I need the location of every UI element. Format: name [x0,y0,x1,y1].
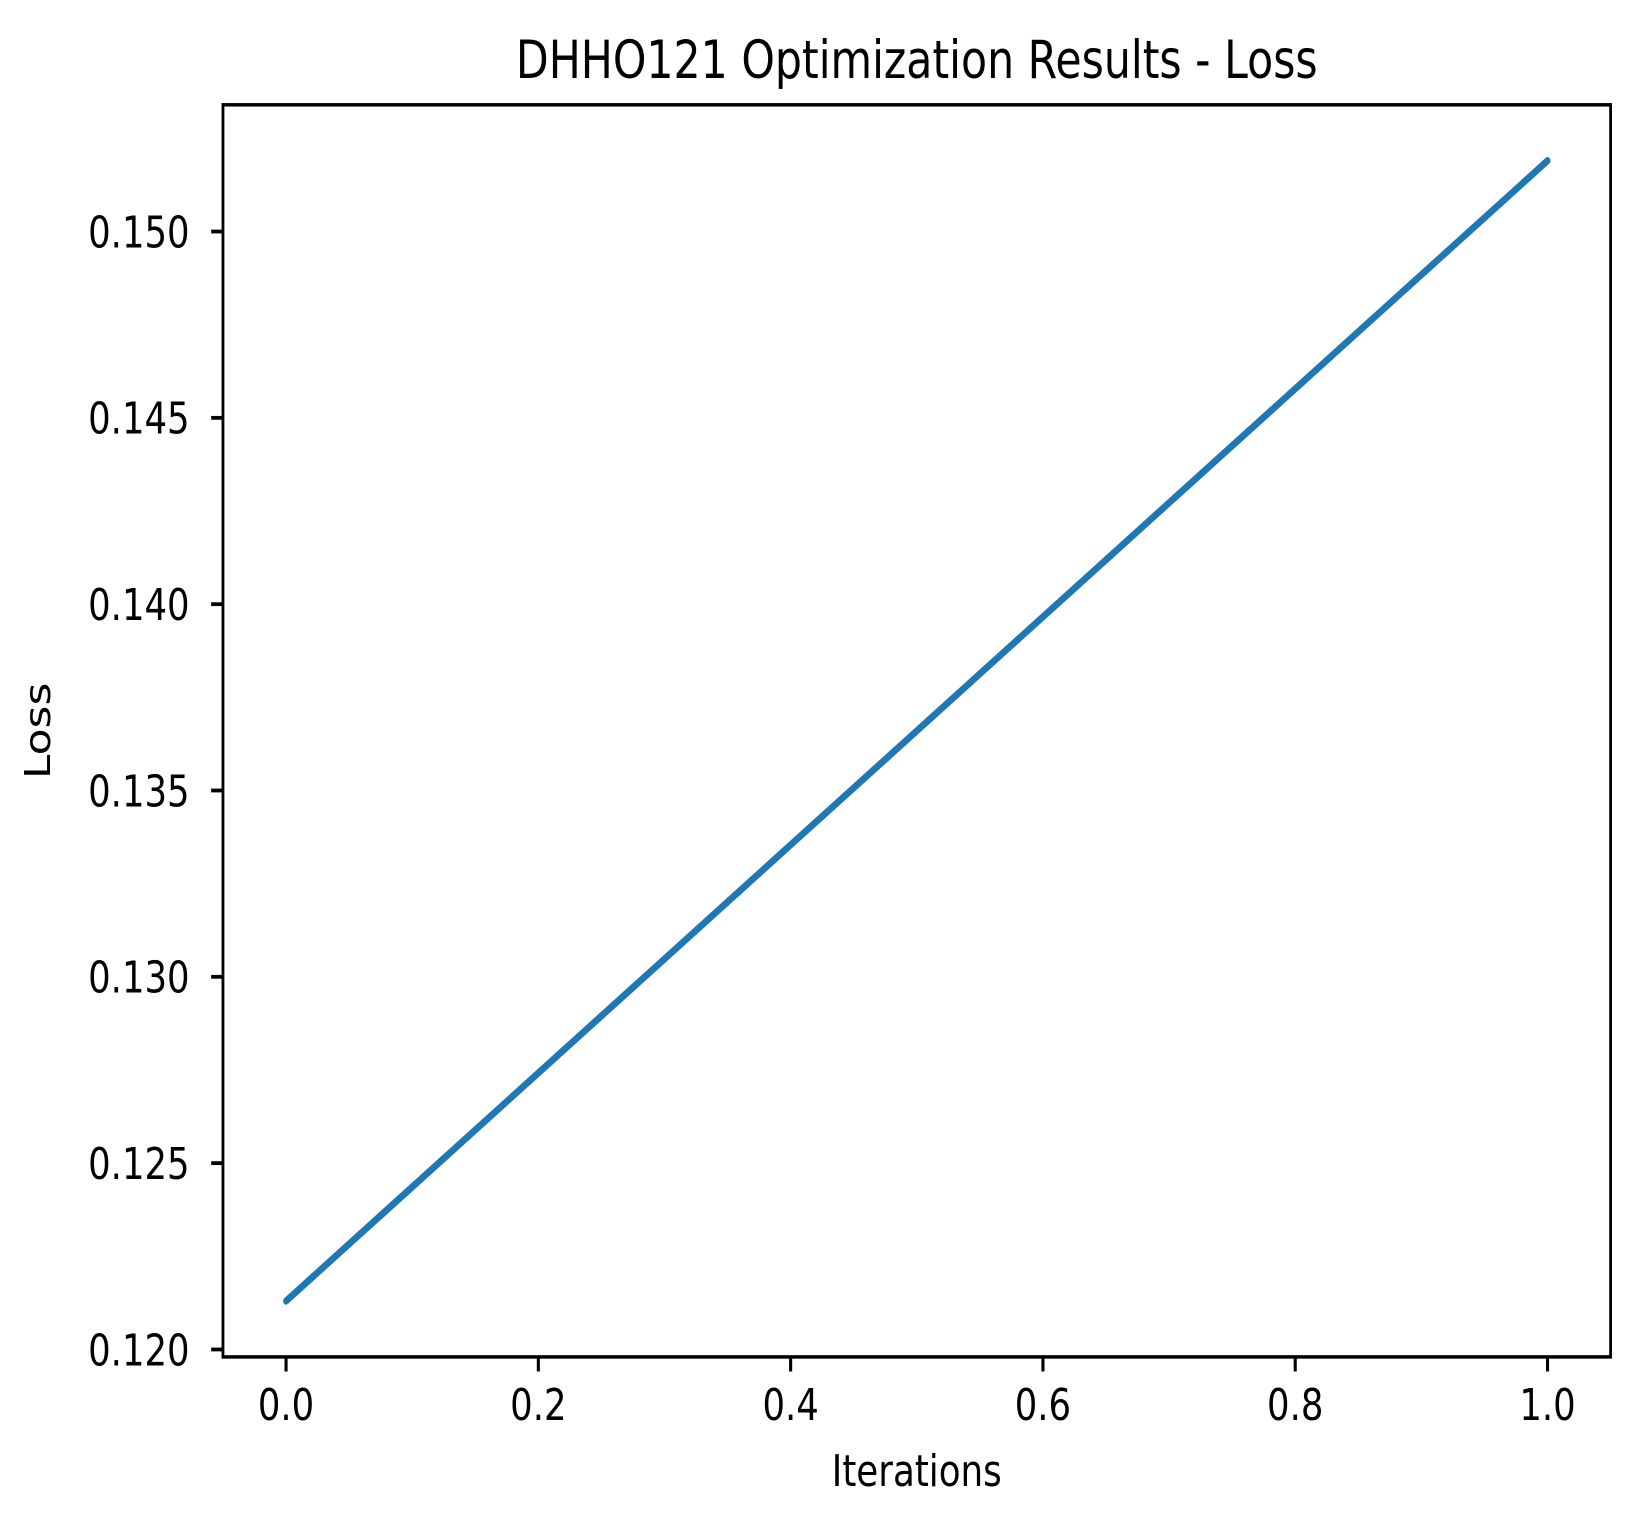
series-line-loss [283,157,1551,1305]
x-axis-label: Iterations [832,1447,1002,1498]
y-tick-label: 0.120 [88,1326,189,1377]
x-tick-label: 1.0 [1519,1381,1575,1432]
chart-title: DHHO121 Optimization Results - Loss [516,31,1318,91]
x-tick-label: 0.0 [258,1381,314,1432]
plot-area: 0.0 0.2 0.4 0.6 0.8 1.0 0.120 0.125 0.130 0.135 0.… [88,103,1613,1432]
x-tick-label: 0.8 [1267,1381,1323,1432]
y-axis-label: Loss [18,683,59,780]
y-tick-label: 0.130 [88,953,189,1004]
y-tick-label: 0.150 [88,208,189,259]
x-tick-label: 0.6 [1015,1381,1071,1432]
y-tick-label: 0.145 [88,394,189,445]
y-tick-label: 0.125 [88,1139,189,1190]
axes-spines [221,103,1613,1359]
x-tick-label: 0.4 [762,1381,818,1432]
y-tick-label: 0.135 [88,767,189,818]
x-tick-label: 0.2 [510,1381,566,1432]
y-tick-label: 0.140 [88,580,189,631]
